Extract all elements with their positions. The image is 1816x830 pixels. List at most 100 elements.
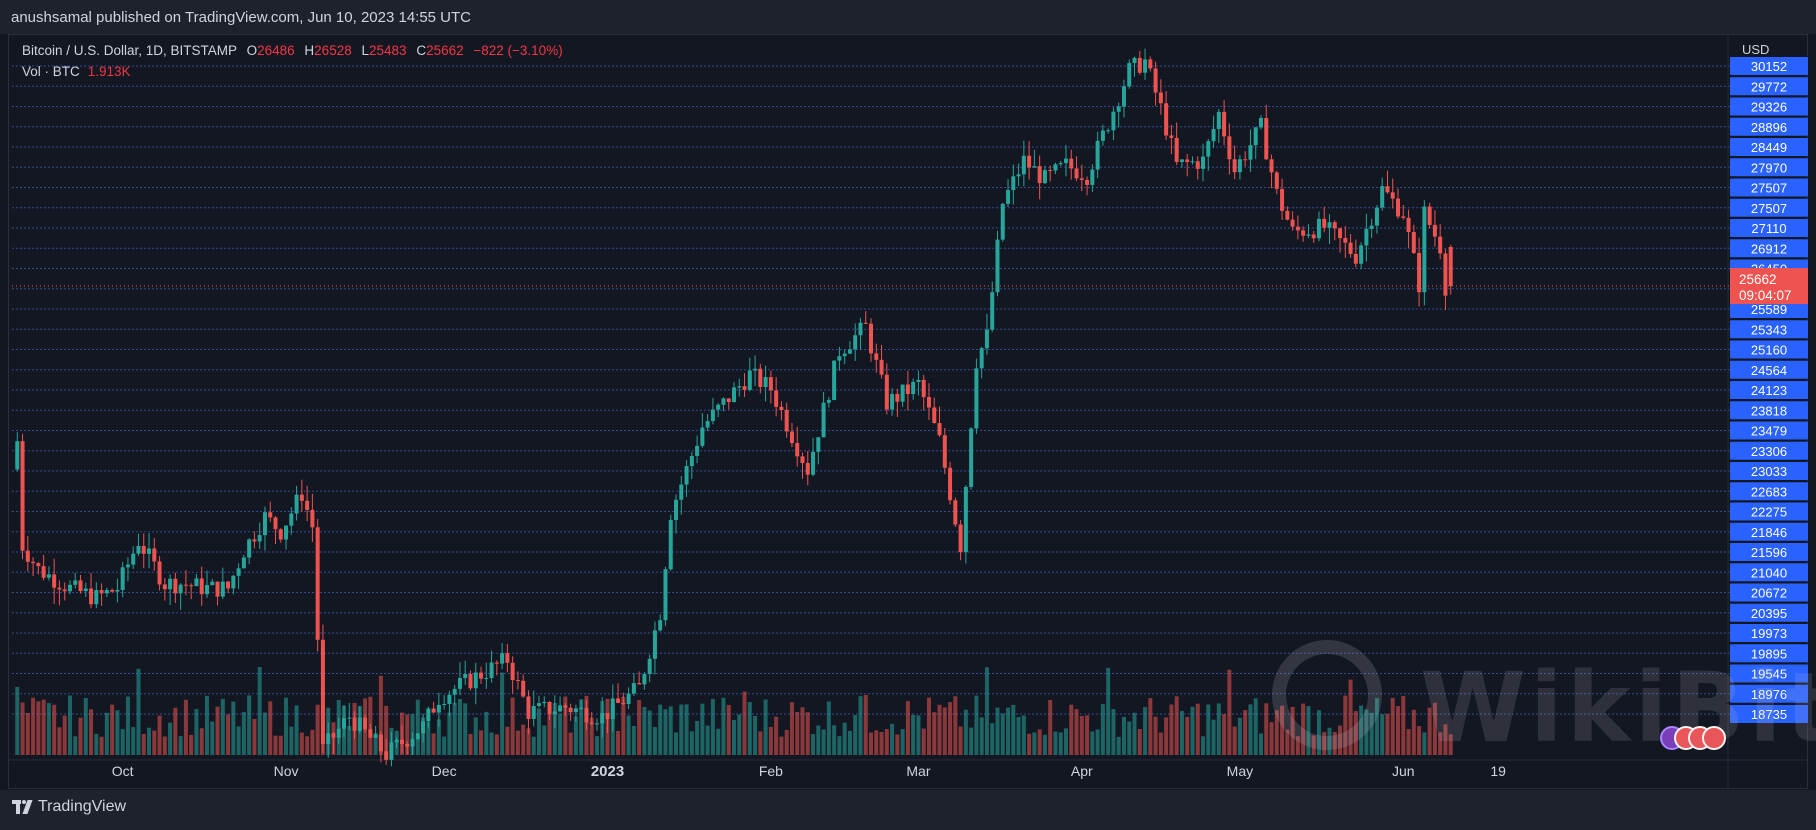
candle-body[interactable] (1169, 135, 1174, 138)
candle-body[interactable] (510, 662, 515, 681)
candle-body[interactable] (1011, 176, 1016, 191)
candle-body[interactable] (695, 445, 700, 456)
candle-body[interactable] (1174, 137, 1179, 162)
candle-body[interactable] (652, 630, 657, 659)
candle-body[interactable] (926, 397, 931, 408)
candle-body[interactable] (1216, 111, 1221, 129)
candle-body[interactable] (742, 386, 747, 390)
candle-body[interactable] (315, 527, 320, 640)
candle-body[interactable] (1258, 118, 1263, 128)
candle-body[interactable] (67, 584, 72, 592)
candle-body[interactable] (526, 696, 531, 719)
candle-body[interactable] (1085, 179, 1090, 185)
candle-body[interactable] (183, 584, 188, 586)
candle-body[interactable] (1143, 59, 1148, 73)
candle-body[interactable] (995, 239, 1000, 293)
candle-body[interactable] (821, 402, 826, 438)
candle-body[interactable] (357, 717, 362, 731)
candle-body[interactable] (252, 539, 257, 542)
candle-body[interactable] (921, 379, 926, 398)
candle-body[interactable] (500, 653, 505, 664)
candle-body[interactable] (800, 456, 805, 463)
candle-body[interactable] (147, 548, 152, 554)
candle-body[interactable] (853, 335, 858, 350)
candle-body[interactable] (1211, 128, 1216, 142)
candle-body[interactable] (384, 751, 389, 760)
candle-body[interactable] (900, 384, 905, 402)
candle-body[interactable] (594, 723, 599, 725)
candle-body[interactable] (1311, 234, 1316, 239)
candle-body[interactable] (705, 421, 710, 428)
candle-body[interactable] (1385, 186, 1390, 193)
candle-body[interactable] (826, 399, 831, 403)
candle-body[interactable] (784, 410, 789, 432)
candle-body[interactable] (568, 707, 573, 713)
candle-body[interactable] (1090, 169, 1095, 185)
candle-body[interactable] (1417, 252, 1422, 293)
candle-body[interactable] (842, 353, 847, 357)
candle-body[interactable] (394, 739, 399, 743)
candle-body[interactable] (837, 356, 842, 361)
candle-body[interactable] (1364, 228, 1369, 246)
candle-body[interactable] (226, 581, 231, 589)
candle-body[interactable] (1427, 206, 1432, 225)
candle-body[interactable] (1006, 190, 1011, 204)
candle-body[interactable] (1264, 118, 1269, 160)
candle-body[interactable] (1106, 130, 1111, 132)
candle-body[interactable] (642, 674, 647, 685)
candle-body[interactable] (1396, 198, 1401, 217)
candle-body[interactable] (41, 566, 46, 578)
candle-body[interactable] (247, 539, 252, 558)
candle-body[interactable] (62, 589, 67, 592)
candle-body[interactable] (31, 561, 36, 564)
candle-body[interactable] (589, 722, 594, 724)
candle-body[interactable] (684, 466, 689, 485)
candle-body[interactable] (948, 467, 953, 501)
candle-body[interactable] (336, 728, 341, 738)
candle-body[interactable] (178, 584, 183, 594)
candle-body[interactable] (795, 443, 800, 457)
candle-body[interactable] (1390, 192, 1395, 199)
candle-body[interactable] (1069, 158, 1074, 169)
candle-body[interactable] (1232, 159, 1237, 173)
candle-body[interactable] (52, 574, 57, 588)
candle-body[interactable] (289, 513, 294, 526)
candle-body[interactable] (1369, 225, 1374, 229)
candle-body[interactable] (505, 653, 510, 663)
candle-body[interactable] (1227, 136, 1232, 160)
candle-body[interactable] (758, 368, 763, 388)
candle-body[interactable] (194, 578, 199, 587)
candle-body[interactable] (131, 553, 136, 565)
candle-body[interactable] (268, 512, 273, 518)
candle-body[interactable] (1269, 159, 1274, 173)
candle-body[interactable] (531, 706, 536, 719)
candle-body[interactable] (1322, 218, 1327, 228)
candle-body[interactable] (173, 578, 178, 594)
candle-body[interactable] (647, 658, 652, 675)
candle-body[interactable] (984, 329, 989, 349)
candle-body[interactable] (974, 368, 979, 429)
candle-body[interactable] (410, 739, 415, 747)
candle-body[interactable] (958, 524, 963, 553)
candle-body[interactable] (83, 588, 88, 592)
candle-body[interactable] (1064, 158, 1068, 164)
candle-body[interactable] (1332, 222, 1337, 229)
candle-body[interactable] (1422, 206, 1427, 293)
candle-body[interactable] (484, 677, 489, 679)
candle-body[interactable] (115, 590, 120, 592)
candle-body[interactable] (542, 701, 547, 704)
candle-body[interactable] (1000, 203, 1005, 240)
candle-body[interactable] (136, 546, 141, 554)
candle-body[interactable] (1374, 207, 1379, 226)
candle-body[interactable] (320, 639, 325, 745)
candle-body[interactable] (890, 393, 895, 410)
candle-body[interactable] (373, 734, 378, 738)
candle-body[interactable] (89, 588, 94, 605)
candle-body[interactable] (299, 494, 304, 501)
candle-body[interactable] (811, 451, 816, 475)
candle-body[interactable] (294, 494, 299, 514)
candle-body[interactable] (884, 374, 889, 410)
candle-body[interactable] (1111, 111, 1116, 131)
candle-body[interactable] (431, 708, 436, 713)
candle-body[interactable] (25, 550, 30, 562)
